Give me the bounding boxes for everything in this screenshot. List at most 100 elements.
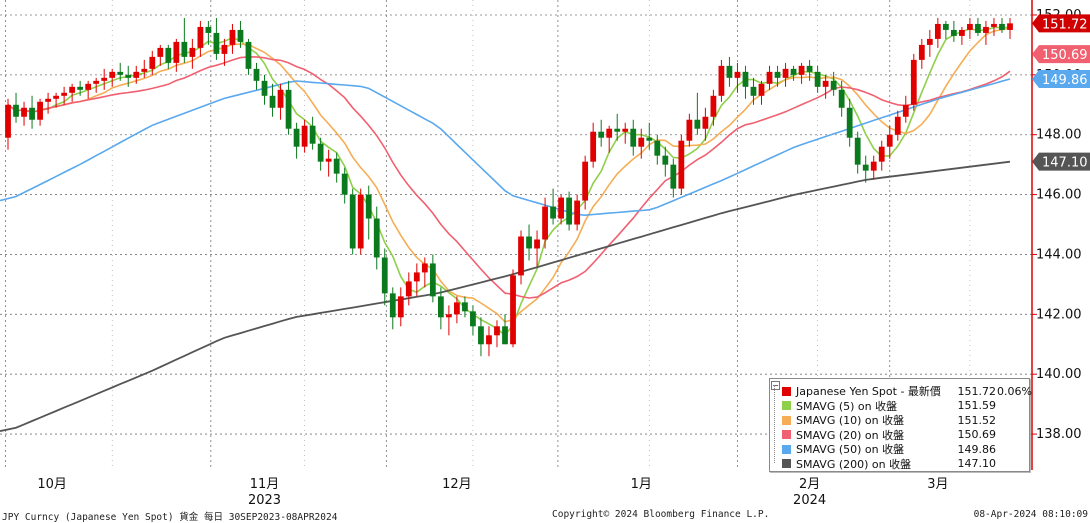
candle-body bbox=[197, 26, 204, 48]
candle-body bbox=[910, 59, 917, 105]
candle-body bbox=[357, 194, 364, 249]
footer-security-info: JPY Curncy (Japanese Yen Spot) 貨金 每日 30S… bbox=[2, 512, 338, 523]
candle-body bbox=[325, 158, 332, 162]
x-axis-ticks: 10月 11月 12月 1月 2月 3月 2023 2024 bbox=[37, 477, 948, 508]
candle-body bbox=[622, 128, 629, 132]
legend-series-value: 151.52 bbox=[957, 413, 997, 427]
legend-series-name: SMAVG (5) on 收盤 bbox=[796, 399, 898, 413]
candlesticks bbox=[5, 17, 1013, 357]
candle-body bbox=[518, 236, 524, 276]
candle-body bbox=[878, 146, 885, 162]
candle-body bbox=[758, 83, 765, 96]
candle-body bbox=[341, 173, 348, 195]
candle-body bbox=[822, 80, 829, 87]
candle-body bbox=[293, 128, 300, 147]
candle-body bbox=[886, 134, 893, 147]
candle-body bbox=[93, 80, 100, 84]
candle-body bbox=[678, 140, 685, 189]
price-tag: 150.69 bbox=[1032, 45, 1090, 64]
candle-body bbox=[205, 26, 212, 33]
candle-body bbox=[381, 257, 388, 294]
candle-body bbox=[373, 218, 380, 258]
moving-average-lines bbox=[0, 26, 1011, 432]
candle-body bbox=[750, 86, 757, 96]
candle-body bbox=[654, 140, 661, 156]
candle-body bbox=[165, 47, 172, 63]
candle-body bbox=[798, 65, 805, 75]
ma-line-smavg10 bbox=[7, 27, 1011, 323]
x-month-label: 10月 bbox=[37, 477, 67, 492]
y-tick-label: 144.00 bbox=[1036, 247, 1082, 262]
candle-body bbox=[53, 95, 59, 99]
candle-body bbox=[566, 197, 573, 225]
candle-body bbox=[69, 86, 76, 93]
candle-body bbox=[542, 206, 548, 240]
candle-body bbox=[959, 29, 965, 36]
price-tag: 147.10 bbox=[1032, 152, 1090, 171]
candle-body bbox=[558, 197, 564, 219]
candle-body bbox=[975, 23, 981, 33]
candle-body bbox=[470, 311, 476, 327]
candle-body bbox=[590, 131, 597, 162]
candle-body bbox=[101, 77, 108, 81]
candle-body bbox=[109, 71, 116, 78]
candle-body bbox=[397, 296, 404, 318]
candle-body bbox=[726, 65, 733, 78]
candle-body bbox=[157, 47, 164, 57]
candle-body bbox=[894, 116, 901, 135]
candle-body bbox=[309, 125, 316, 144]
legend-swatch bbox=[782, 459, 791, 468]
x-month-label: 1月 bbox=[631, 477, 652, 492]
price-tag: 151.72 bbox=[1032, 14, 1090, 33]
footer-copyright: Copyright© 2024 Bloomberg Finance L.P. bbox=[552, 509, 770, 520]
legend-swatch bbox=[782, 430, 791, 439]
candle-body bbox=[478, 326, 484, 345]
horizontal-gridlines bbox=[0, 14, 1032, 435]
legend-swatch bbox=[782, 415, 791, 425]
candle-body bbox=[718, 65, 725, 96]
candle-body bbox=[526, 236, 532, 249]
legend-series-value: 151.59 bbox=[957, 399, 997, 412]
candle-body bbox=[870, 161, 877, 171]
legend-row[interactable]: SMAVG (200) on 收盤 147.10 bbox=[782, 457, 1032, 471]
candle-body bbox=[950, 29, 957, 36]
legend-collapse-icon[interactable]: − bbox=[771, 381, 780, 390]
x-month-label: 11月 bbox=[250, 477, 280, 492]
candle-body bbox=[991, 23, 997, 27]
candle-body bbox=[133, 71, 140, 78]
candle-body bbox=[85, 83, 92, 90]
candle-body bbox=[61, 92, 68, 96]
price-tag-label: 151.72 bbox=[1042, 17, 1088, 32]
candle-body bbox=[734, 71, 741, 78]
candle-body bbox=[181, 41, 188, 57]
x-year-label: 2024 bbox=[793, 493, 826, 508]
legend-row[interactable]: SMAVG (5) on 收盤 151.59 bbox=[782, 399, 1032, 413]
x-month-label: 12月 bbox=[442, 477, 472, 492]
candle-body bbox=[29, 107, 35, 120]
candle-body bbox=[1007, 23, 1013, 30]
candle-body bbox=[462, 302, 468, 312]
candle-body bbox=[445, 314, 452, 318]
legend-swatch bbox=[782, 401, 791, 410]
x-month-label: 3月 bbox=[927, 477, 948, 492]
candle-body bbox=[429, 263, 436, 297]
y-tick-label: 142.00 bbox=[1036, 307, 1082, 322]
legend-box: − Japanese Yen Spot - 最新價 151.72 0.06% SMAV… bbox=[769, 378, 1032, 472]
candle-body bbox=[405, 281, 412, 297]
legend-row[interactable]: Japanese Yen Spot - 最新價 151.72 0.06% bbox=[782, 384, 1032, 398]
candle-body bbox=[846, 107, 853, 138]
candle-body bbox=[221, 44, 228, 54]
candle-body bbox=[37, 101, 43, 120]
legend-row[interactable]: SMAVG (20) on 收盤 150.69 bbox=[782, 428, 1032, 442]
candle-body bbox=[534, 239, 540, 249]
candle-body bbox=[646, 137, 653, 141]
x-month-label: 2月 bbox=[799, 477, 820, 492]
legend-row[interactable]: SMAVG (10) on 收盤 151.52 bbox=[782, 413, 1032, 427]
candle-body bbox=[173, 41, 180, 63]
candle-body bbox=[806, 65, 813, 72]
legend-series-name: SMAVG (20) on 收盤 bbox=[796, 428, 905, 442]
price-tag: 149.86 bbox=[1032, 70, 1090, 89]
legend-series-change: 0.06% bbox=[997, 384, 1032, 398]
legend-row[interactable]: SMAVG (50) on 收盤 149.86 bbox=[782, 442, 1032, 456]
